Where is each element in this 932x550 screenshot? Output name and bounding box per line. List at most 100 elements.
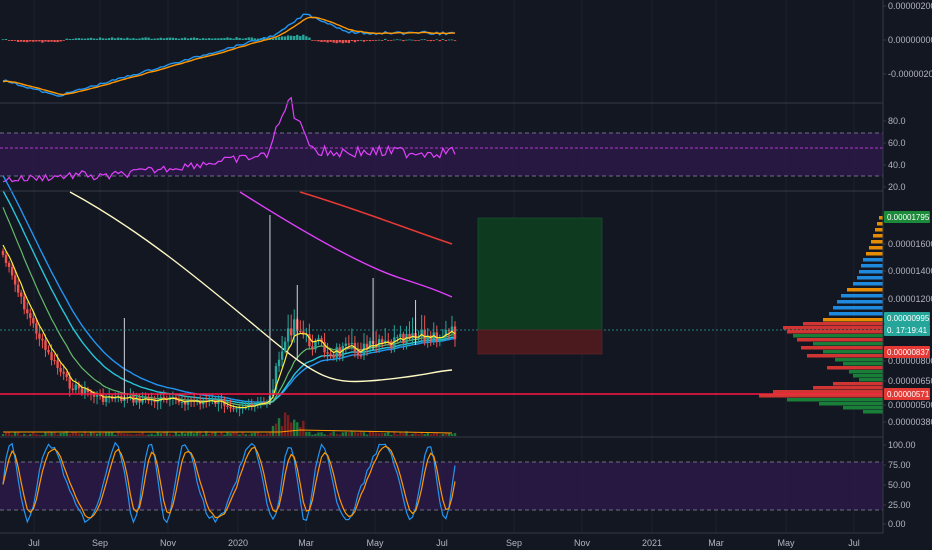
rsi-y-tick-label: 40.0	[888, 160, 906, 170]
macd-histogram-bar	[202, 38, 205, 40]
volume-profile-bar	[861, 264, 883, 268]
volume-bar	[101, 432, 105, 436]
volume-profile-bar	[866, 252, 883, 256]
rsi-pane[interactable]	[0, 96, 883, 183]
volume-bar	[271, 425, 275, 436]
stoch-d-line	[2, 445, 456, 519]
volume-bar	[47, 431, 50, 436]
macd-histogram-bar	[183, 37, 187, 40]
macd-histogram-bar	[177, 38, 181, 40]
time-axis[interactable]: Jul Sep Nov 2020 Mar May Jul Sep Nov 2021 Mar May Ju…	[28, 538, 860, 548]
macd-histogram-bar	[253, 38, 256, 40]
volume-profile-bar	[823, 350, 883, 354]
rsi-y-tick-label: 60.0	[888, 138, 906, 148]
volume-bar	[156, 431, 159, 436]
candle-body	[277, 359, 281, 367]
candle-body	[101, 395, 105, 402]
ma-line-blue	[2, 175, 455, 403]
volume-bar	[314, 433, 317, 436]
macd-histogram-bar	[186, 38, 190, 40]
macd-pane[interactable]	[1, 13, 457, 97]
macd-histogram-bar	[453, 40, 457, 41]
stoch-k-line	[2, 441, 456, 524]
candle-body	[23, 296, 26, 310]
candle-body	[335, 347, 338, 358]
volume-bar	[86, 433, 90, 436]
macd-histogram-bar	[114, 38, 117, 40]
volume-bar	[98, 432, 102, 436]
candle-body	[141, 399, 144, 403]
volume-bar	[283, 412, 287, 436]
macd-histogram-bar	[344, 40, 347, 43]
macd-histogram-bar	[435, 39, 438, 41]
volume-bar	[356, 432, 360, 436]
volume-profile-bar	[857, 276, 883, 280]
candle-body	[326, 352, 329, 354]
candle-body	[4, 254, 8, 263]
macd-histogram-bar	[195, 37, 199, 40]
volume-bar	[402, 433, 405, 436]
stoch-y-tick-label: 50.00	[888, 480, 911, 490]
macd-histogram-bar	[380, 40, 384, 41]
candle-body	[202, 401, 205, 405]
candle-body	[62, 371, 65, 374]
macd-histogram-bar	[62, 40, 65, 41]
volume-bar	[350, 431, 354, 436]
price-axis[interactable]: 0.00000200 0.00000000 -0.00000200 80.0 60.0 4…	[883, 1, 932, 529]
volume-bar	[335, 433, 338, 436]
macd-histogram-bar	[320, 40, 323, 43]
volume-profile-bar	[873, 234, 883, 238]
volume-bar	[226, 431, 229, 436]
volume-bar	[320, 432, 323, 436]
macd-histogram-bar	[347, 40, 351, 44]
volume-bar	[277, 418, 281, 436]
macd-histogram-bar	[396, 39, 399, 41]
volume-bar	[53, 432, 56, 436]
price-tag: 0.00000837	[884, 346, 930, 358]
volume-bar	[168, 434, 172, 436]
macd-histogram-bar	[129, 38, 132, 40]
candle-body	[20, 292, 23, 297]
volume-bar	[4, 432, 8, 436]
price-y-tick-label: 0.00000800	[888, 356, 932, 366]
macd-histogram-bar	[10, 40, 14, 41]
macd-histogram-bar	[59, 40, 62, 42]
volume-bar	[7, 431, 11, 436]
volume-profile-bar	[863, 258, 883, 262]
macd-histogram-bar	[89, 37, 93, 40]
candle-body	[293, 319, 296, 336]
volume-bar	[229, 433, 232, 436]
candle-body	[59, 367, 62, 372]
volume-profile-bar	[833, 382, 883, 386]
stoch-y-tick-label: 75.00	[888, 460, 911, 470]
volume-bar	[44, 432, 47, 436]
macd-histogram-bar	[138, 38, 141, 40]
price-pane[interactable]	[0, 175, 883, 437]
volume-bar	[208, 433, 211, 436]
volume-bar	[1, 434, 5, 436]
macd-histogram-bar	[286, 35, 290, 40]
candle-body	[32, 318, 35, 324]
volume-profile-bar	[837, 300, 883, 304]
volume-profile-bar	[853, 282, 883, 286]
volume-profile-bar	[829, 312, 883, 316]
time-axis-tick-label: May	[777, 538, 795, 548]
volume-bar	[165, 431, 169, 436]
candle-body	[387, 340, 390, 342]
price-tag: 0.00000995	[884, 312, 930, 324]
macd-histogram-bar	[38, 40, 41, 42]
price-tag-label: 0.00001795	[887, 213, 930, 222]
volume-bar	[129, 434, 132, 436]
time-axis-tick-label: Jul	[848, 538, 860, 548]
macd-histogram-bar	[211, 38, 214, 40]
price-tag: 0.00001795	[884, 211, 930, 223]
volume-bar	[405, 431, 408, 436]
candle-body	[86, 389, 90, 393]
volume-bar	[265, 433, 269, 436]
macd-histogram-bar	[444, 40, 448, 41]
volume-bar	[220, 431, 223, 436]
volume-bar	[123, 433, 126, 436]
macd-histogram-bar	[159, 37, 162, 40]
stochastic-pane[interactable]	[0, 441, 883, 524]
